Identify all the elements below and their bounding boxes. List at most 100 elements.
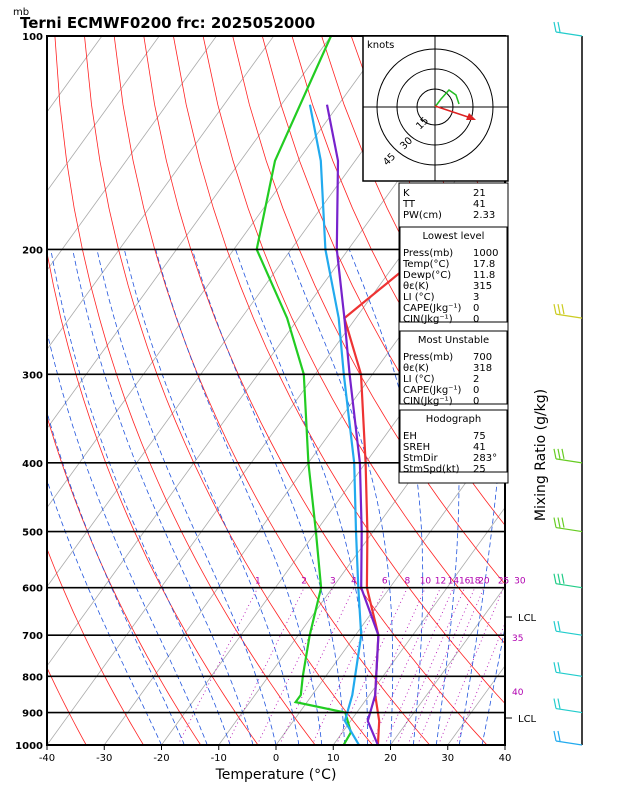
info-row-label: CAPE(Jkg⁻¹) xyxy=(403,303,461,314)
dry-adiabat-line xyxy=(47,547,144,745)
dry-adiabat-line xyxy=(173,36,505,705)
mixing-ratio-label: 2 xyxy=(301,577,307,587)
lcl-label-upper: LCL xyxy=(518,613,537,624)
info-row-label: CAPE(Jkg⁻¹) xyxy=(403,385,461,396)
mixing-ratio-line xyxy=(256,587,334,745)
info-row-label: StmSpd(kt) xyxy=(403,464,460,475)
wind-barb-flag xyxy=(561,517,565,528)
mixing-ratio-label: 6 xyxy=(382,577,388,587)
info-panel-frame xyxy=(398,182,509,484)
isotherm-line xyxy=(47,36,160,192)
info-row-label: TT xyxy=(402,199,416,210)
wind-barb-shaft xyxy=(555,31,583,37)
wind-barb-flag xyxy=(557,621,561,632)
hodograph-inset: knots 15 30 45 xyxy=(362,35,509,182)
wind-barb-flag xyxy=(553,730,557,742)
sounding-indices-panel: K 21 TT 41 PW(cm) 2.33 Lowest level Press(mb) 10… xyxy=(398,182,509,484)
mixing-ratio-line xyxy=(354,587,426,745)
info-row-label: SREH xyxy=(403,442,430,453)
dry-adiabat-line xyxy=(559,36,618,745)
moist-adiabat-line xyxy=(96,249,277,745)
mixing-ratio-line xyxy=(279,587,355,745)
pressure-tick-label: 1000 xyxy=(15,741,43,752)
mixing-ratio-label: 8 xyxy=(405,577,411,587)
y-axis-label: Mixing Ratio (g/kg) xyxy=(533,389,549,521)
moist-adiabat-line xyxy=(286,249,394,745)
wind-barb-flag xyxy=(557,448,561,459)
wind-barb-flag xyxy=(561,573,565,584)
wind-barb-shaft xyxy=(555,707,583,714)
dry-adiabat-line xyxy=(54,36,316,745)
pressure-tick-label: 700 xyxy=(22,631,43,642)
info-row-label: K xyxy=(403,188,410,199)
info-row-label: LI (°C) xyxy=(403,374,435,385)
mixing-ratio-line xyxy=(438,587,504,745)
hodograph-trace xyxy=(434,88,460,108)
wind-barb-flag xyxy=(557,573,561,584)
moist-adiabat-line xyxy=(50,249,231,745)
dry-adiabat-line xyxy=(84,36,373,745)
mixing-ratio-label: 12 xyxy=(435,577,446,587)
moist-adiabat-line xyxy=(235,249,369,745)
isotherm-line xyxy=(47,36,332,430)
mixing-ratio-line xyxy=(335,587,408,745)
isotherm-line xyxy=(47,36,275,351)
info-row-label: LI (°C) xyxy=(403,292,435,303)
isotherm-line xyxy=(47,36,103,113)
wind-barb-flag xyxy=(553,662,557,673)
info-row-value: 21 xyxy=(473,188,486,199)
info-row-value: 1000 xyxy=(473,248,498,259)
moist-adiabat-line xyxy=(47,330,208,745)
dry-adiabat-line xyxy=(47,250,259,745)
info-row-label: θε(K) xyxy=(403,281,429,292)
info-row-label: StmDir xyxy=(403,453,438,464)
info-row-value: 41 xyxy=(473,199,486,210)
moist-adiabat-line xyxy=(504,743,505,745)
hodograph-section-header: Hodograph xyxy=(426,414,481,425)
isotherm-line xyxy=(103,190,505,745)
pressure-tick-label: 400 xyxy=(22,459,43,470)
info-row-label: CIN(Jkg⁻¹) xyxy=(403,314,453,325)
wind-barb-shaft xyxy=(555,630,583,636)
theta-label-40: 40 xyxy=(512,688,524,698)
mixing-ratio-line xyxy=(417,587,485,745)
pressure-tick-label: 200 xyxy=(22,245,43,256)
wind-barb-shaft xyxy=(555,671,583,677)
info-row-value: 11.8 xyxy=(473,270,495,281)
mixing-ratio-line xyxy=(384,587,454,745)
pressure-axis: 100 200 300 400 500 600 700 800 900 1000 xyxy=(15,32,43,752)
moist-adiabat-line xyxy=(47,479,162,745)
wind-barb-flag xyxy=(553,573,557,584)
mixing-ratio-label: 18 xyxy=(469,577,481,587)
dewpoint-profile-line xyxy=(255,36,353,745)
info-row-label: EH xyxy=(403,431,417,442)
dry-adiabat-line xyxy=(202,36,505,645)
wind-barb-flag xyxy=(561,448,565,459)
temperature-tick-label: -20 xyxy=(153,753,169,764)
dry-adiabat-line xyxy=(588,36,618,745)
theta-label-35: 35 xyxy=(512,634,523,644)
x-axis-label: Temperature (°C) xyxy=(215,767,337,783)
info-row-value: 3 xyxy=(473,292,479,303)
info-row-value: 2 xyxy=(473,374,479,385)
mixing-ratio-label: 16 xyxy=(459,577,471,587)
mixing-ratio-label: 4 xyxy=(351,577,357,587)
dry-adiabat-line xyxy=(232,36,505,585)
moist-adiabat-line xyxy=(155,249,323,745)
lcl-label-lower: LCL xyxy=(518,714,537,725)
mixing-ratio-label: 30 xyxy=(514,577,526,587)
info-row-label: CIN(Jkg⁻¹) xyxy=(403,396,453,407)
hodograph-ring-15 xyxy=(416,88,454,126)
mixing-ratio-label: 1 xyxy=(255,577,261,587)
temperature-tick-label: -30 xyxy=(96,753,112,764)
isotherm-line xyxy=(390,586,505,745)
mixing-ratio-label: 10 xyxy=(420,577,432,587)
virtual-profile-line xyxy=(308,104,363,745)
info-row-label: Temp(°C) xyxy=(402,259,450,270)
mixing-ratio-label: 25 xyxy=(498,577,509,587)
info-row-value: 315 xyxy=(473,281,492,292)
pressure-tick-label: 100 xyxy=(22,32,43,43)
hodograph-section-frame xyxy=(399,409,508,473)
wind-barbs xyxy=(553,21,583,746)
chart-title: Terni ECMWF0200 frc: 2025052000 xyxy=(20,14,315,32)
